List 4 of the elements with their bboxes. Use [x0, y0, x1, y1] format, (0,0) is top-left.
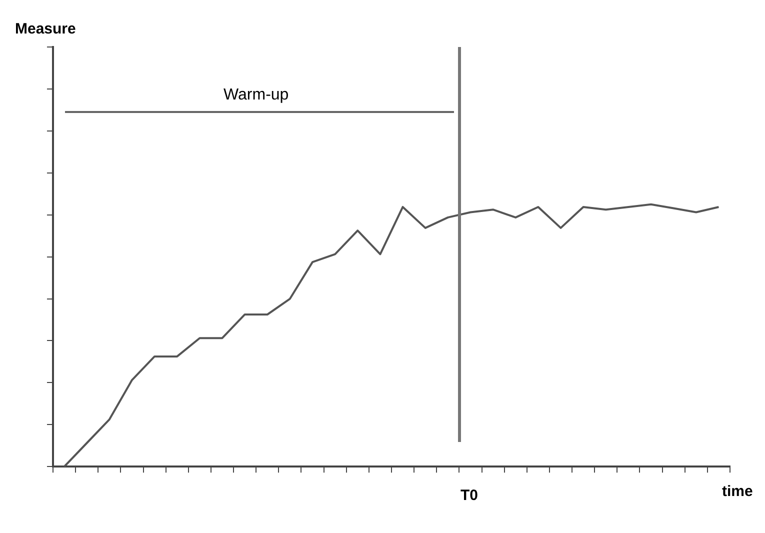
text: Warm-up — [224, 86, 289, 104]
text: Measure — [15, 20, 76, 38]
x-axis-title: time — [722, 483, 753, 500]
text: T0 — [460, 487, 478, 504]
